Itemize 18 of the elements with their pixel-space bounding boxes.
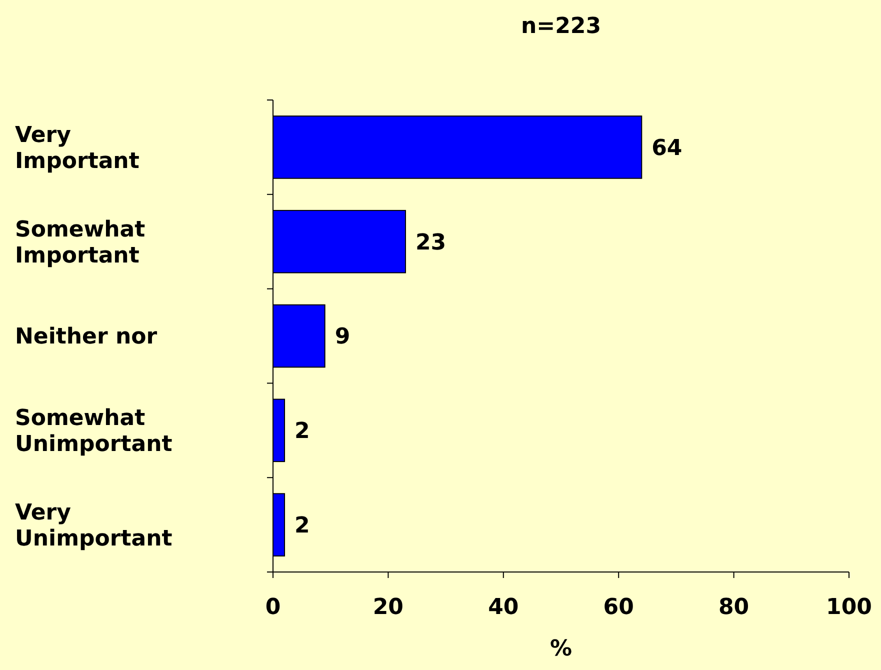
y-tick-label: Neither nor (15, 324, 158, 350)
data-label: 9 (334, 324, 350, 350)
x-tick-label: 0 (265, 595, 281, 620)
chart-title: n=223 (520, 14, 602, 39)
x-tick-label: 20 (372, 595, 404, 620)
x-tick-label: 80 (718, 595, 750, 620)
x-tick-label: 100 (826, 595, 872, 620)
data-label: 2 (294, 419, 310, 444)
y-tick-label: Somewhat Unimportant (15, 406, 173, 458)
x-tick-label: 60 (603, 595, 634, 620)
y-tick-label: Somewhat Important (15, 217, 146, 268)
y-tick-label: Very Important (15, 122, 140, 174)
data-label: 2 (294, 514, 310, 538)
x-tick-label: 40 (488, 595, 519, 620)
data-label: 23 (415, 230, 446, 256)
data-label: 64 (652, 136, 682, 161)
y-tick-label: Very Unimportant (15, 500, 173, 552)
x-axis-title: % (550, 636, 572, 662)
